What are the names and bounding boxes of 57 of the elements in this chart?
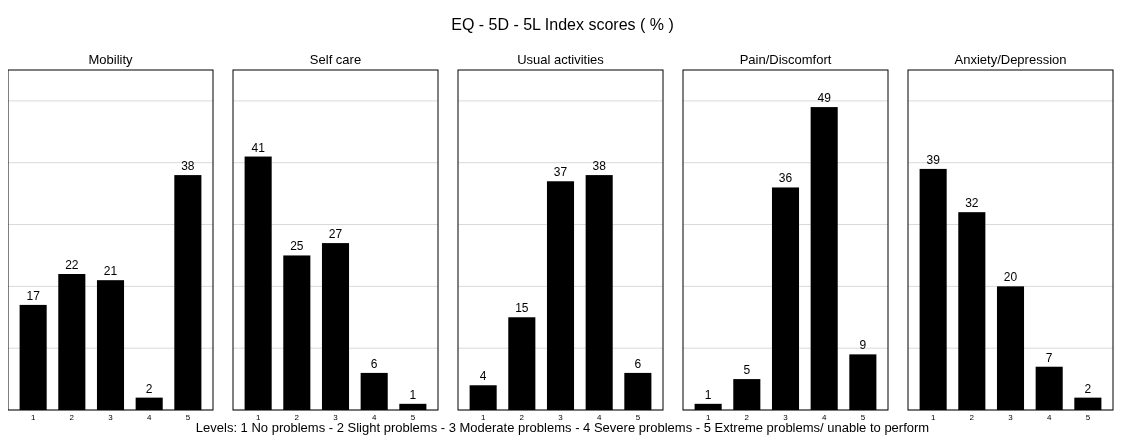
chart-title: Usual activities: [517, 52, 605, 67]
chart-title: Mobility: [88, 52, 134, 67]
x-tick-label: 2: [969, 413, 975, 422]
x-tick-label: 5: [1085, 413, 1091, 422]
data-label: 4: [479, 369, 487, 384]
x-tick-label: 5: [185, 413, 191, 422]
data-label: 1: [409, 387, 417, 402]
chart-title: Anxiety/Depression: [954, 52, 1067, 67]
x-tick-label: 4: [1046, 413, 1052, 422]
x-tick-label: 3: [333, 413, 339, 422]
x-tick-label: 1: [705, 413, 711, 422]
data-label: 21: [103, 264, 118, 279]
data-label: 6: [634, 356, 642, 371]
data-label: 22: [65, 258, 79, 272]
x-tick-label: 1: [30, 413, 36, 422]
x-tick-label: 3: [108, 413, 114, 422]
x-tick-label: 5: [860, 413, 866, 422]
data-label: 41: [251, 140, 266, 155]
data-label: 25: [290, 239, 304, 254]
data-label: 5: [743, 363, 751, 378]
chart-title: Pain/Discomfort: [739, 52, 832, 67]
x-tick-label: 4: [821, 413, 827, 422]
data-label: 38: [181, 159, 195, 174]
data-label: 27: [328, 227, 343, 242]
x-tick-label: 1: [255, 413, 261, 422]
data-label: 37: [553, 165, 568, 180]
x-tick-label: 3: [558, 413, 564, 422]
x-tick-label: 3: [783, 413, 789, 422]
x-tick-label: 2: [744, 413, 750, 422]
data-label: 6: [370, 356, 378, 371]
data-label: 49: [817, 91, 832, 106]
x-tick-label: 1: [480, 413, 486, 422]
x-tick-label: 2: [519, 413, 525, 422]
x-tick-label: 1: [930, 413, 936, 422]
data-label: 2: [145, 381, 153, 396]
x-tick-label: 4: [596, 413, 602, 422]
data-label: 1: [704, 387, 712, 402]
data-label: 17: [26, 288, 41, 303]
data-label: 20: [1003, 270, 1018, 285]
data-label: 39: [926, 152, 941, 167]
data-label: 36: [778, 171, 793, 186]
text: Levels: 1 No problems - 2 Slight problems - 3 Moderate problems - 4 Severe problems - 5 Extreme problems/ unable to perform: [195, 420, 930, 435]
text: EQ - 5D - 5L Index scores ( % ): [451, 16, 674, 33]
data-label: 15: [515, 301, 529, 316]
data-label: 32: [965, 196, 979, 211]
x-tick-label: 5: [635, 413, 641, 422]
x-tick-label: 2: [294, 413, 300, 422]
chart-title: Self care: [309, 52, 362, 67]
data-label: 9: [859, 338, 867, 353]
x-tick-label: 4: [371, 413, 377, 422]
x-tick-label: 4: [146, 413, 152, 422]
x-tick-label: 5: [410, 413, 416, 422]
data-label: 38: [592, 159, 607, 174]
x-tick-label: 3: [1008, 413, 1014, 422]
x-tick-label: 2: [69, 413, 75, 422]
data-label: 7: [1045, 350, 1053, 365]
data-label: 2: [1084, 381, 1092, 396]
